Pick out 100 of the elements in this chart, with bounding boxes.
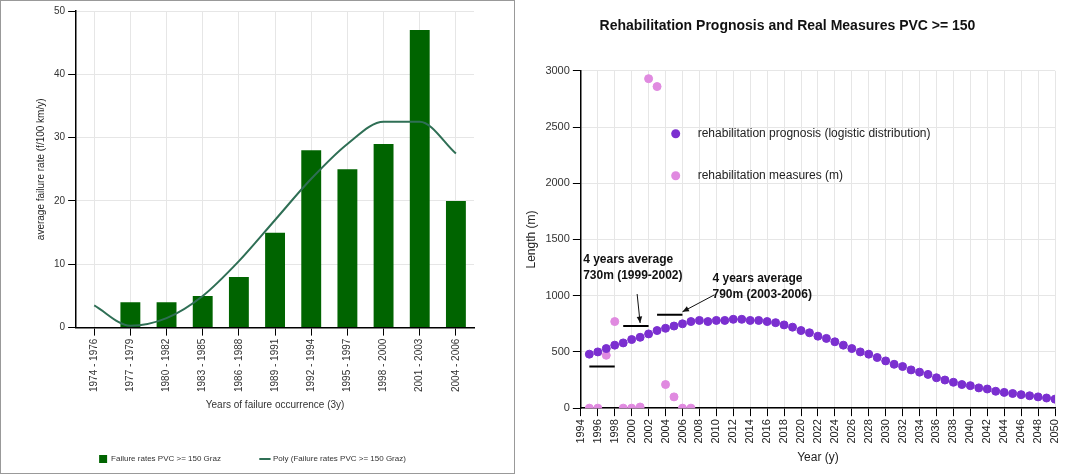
bar [373, 143, 394, 328]
bar [120, 302, 141, 328]
x-tick-label: 2044 [997, 419, 1010, 444]
point [796, 326, 806, 336]
x-tick-label: 2042 [980, 419, 993, 444]
x-tick-label: 2016 [760, 419, 773, 444]
x-tick-label: 1995 - 1997 [341, 338, 353, 393]
point [728, 314, 738, 324]
point [601, 344, 611, 354]
bar [228, 276, 249, 328]
point [1016, 390, 1026, 400]
y-tick-label: 0 [59, 321, 66, 333]
point [610, 340, 620, 350]
point [931, 373, 941, 383]
point [923, 369, 933, 379]
x-tick-label: 1977 - 1979 [124, 338, 136, 393]
x-tick-label: 1989 - 1991 [268, 338, 280, 393]
x-tick-label: 2030 [878, 419, 891, 444]
bar [301, 150, 322, 328]
x-tick-label: 2002 [641, 419, 654, 444]
point [669, 321, 679, 331]
point [821, 333, 831, 343]
x-tick-label: 2001 - 2003 [413, 338, 425, 393]
y-tick-label: 10 [54, 258, 66, 270]
point [788, 322, 798, 332]
point [1008, 389, 1018, 399]
point [635, 402, 645, 409]
point [915, 367, 925, 377]
point [644, 74, 654, 84]
legend-label: rehabilitation prognosis (logistic distribution) [697, 126, 931, 141]
y-tick-label: 500 [551, 344, 570, 357]
y-axis-title: Length (m) [523, 210, 538, 269]
x-tick-label: 2032 [895, 419, 908, 444]
point [974, 383, 984, 393]
bar [265, 232, 286, 328]
point [754, 315, 764, 325]
point [610, 317, 620, 327]
y-tick-label: 1500 [545, 232, 570, 245]
point [686, 317, 696, 327]
x-tick-label: 2034 [912, 419, 925, 444]
point [652, 82, 662, 92]
point [940, 375, 950, 385]
x-tick-label: 2014 [743, 419, 756, 444]
annotation: 4 years average 730m (1999-2002) [583, 252, 683, 283]
chart-title: Rehabilitation Prognosis and Real Measures PVC >= 150 [599, 17, 976, 34]
x-tick-label: 1994 [573, 419, 586, 444]
y-tick-label: 50 [54, 4, 66, 16]
x-tick-label: 2006 [675, 419, 688, 444]
point [618, 338, 628, 348]
point [762, 317, 772, 327]
point [584, 349, 594, 359]
point [999, 387, 1009, 397]
x-tick-label: 2004 [658, 419, 671, 444]
point [957, 380, 967, 390]
annotation: 4 years average 790m (2003-2006) [712, 271, 812, 302]
point [838, 340, 848, 350]
point [593, 347, 603, 357]
bar [192, 295, 213, 328]
point [872, 353, 882, 363]
point [661, 380, 671, 390]
point [991, 386, 1001, 396]
x-tick-label: 2046 [1014, 419, 1027, 444]
x-tick-label: 2048 [1031, 419, 1044, 444]
y-tick-label: 20 [54, 194, 66, 206]
point [1033, 392, 1043, 402]
x-tick-label: 2012 [726, 419, 739, 444]
point [855, 347, 865, 357]
point [965, 381, 975, 391]
legend-label: Poly (Failure rates PVC >= 150 Graz) [272, 454, 407, 464]
x-tick-label: 1996 [590, 419, 603, 444]
point [864, 349, 874, 359]
x-axis-title: Years of failure occurrence (3y) [205, 398, 345, 410]
x-tick-label: 2024 [827, 419, 840, 444]
y-tick-label: 30 [54, 131, 66, 143]
point [982, 384, 992, 394]
x-tick-label: 1983 - 1985 [196, 338, 208, 393]
point [881, 356, 891, 366]
y-tick-label: 3000 [545, 63, 570, 76]
legend-label: Failure rates PVC >= 150 Graz [111, 454, 221, 464]
point [661, 323, 671, 333]
x-tick-label: 2050 [1048, 419, 1061, 444]
x-tick-label: 1980 - 1982 [160, 338, 172, 393]
x-tick-label: 2028 [861, 419, 874, 444]
point [813, 331, 823, 341]
point [906, 365, 916, 375]
bar [337, 169, 358, 328]
bar [409, 30, 430, 328]
point [745, 315, 755, 325]
point [889, 359, 899, 369]
x-tick-label: 1986 - 1988 [232, 338, 244, 393]
point [830, 337, 840, 347]
point [652, 326, 662, 336]
point [669, 392, 679, 402]
point [711, 315, 721, 325]
point [898, 362, 908, 372]
point [720, 315, 730, 325]
point [694, 315, 704, 325]
x-tick-label: 2004 - 2006 [449, 338, 461, 393]
legend-label: rehabilitation measures (m) [697, 168, 844, 183]
point [771, 318, 781, 328]
